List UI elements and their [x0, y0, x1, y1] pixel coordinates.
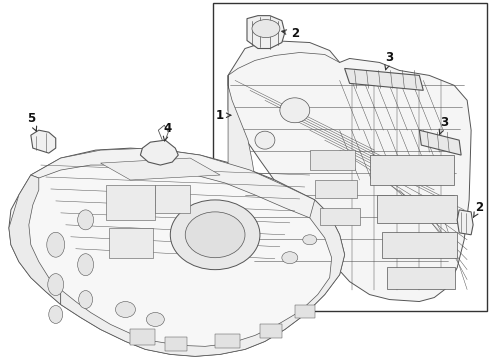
Text: 3: 3 [439, 116, 448, 134]
Polygon shape [31, 148, 335, 225]
Ellipse shape [282, 252, 298, 264]
Ellipse shape [49, 306, 63, 323]
Ellipse shape [280, 98, 310, 123]
Polygon shape [295, 305, 315, 319]
Text: 1: 1 [216, 109, 231, 122]
Ellipse shape [303, 235, 317, 245]
Polygon shape [100, 158, 220, 180]
Text: 5: 5 [26, 112, 37, 131]
Polygon shape [369, 155, 454, 185]
Polygon shape [31, 130, 56, 153]
Polygon shape [165, 337, 187, 351]
Ellipse shape [116, 302, 135, 318]
Polygon shape [228, 41, 471, 302]
Ellipse shape [48, 274, 64, 296]
Polygon shape [344, 68, 423, 90]
Polygon shape [260, 324, 282, 338]
Ellipse shape [252, 20, 280, 37]
Ellipse shape [77, 210, 94, 230]
Polygon shape [9, 148, 344, 356]
Polygon shape [155, 185, 190, 213]
Ellipse shape [147, 312, 164, 327]
Ellipse shape [77, 254, 94, 276]
Polygon shape [141, 140, 178, 165]
Ellipse shape [78, 291, 93, 309]
Polygon shape [105, 185, 155, 220]
Text: 2: 2 [473, 201, 483, 217]
Ellipse shape [255, 131, 275, 149]
Polygon shape [315, 180, 357, 198]
Text: 3: 3 [385, 51, 393, 70]
Text: 4: 4 [163, 122, 172, 141]
Ellipse shape [171, 200, 260, 270]
Polygon shape [247, 15, 285, 49]
Ellipse shape [185, 212, 245, 258]
Polygon shape [228, 75, 255, 185]
Polygon shape [457, 210, 473, 235]
Polygon shape [377, 195, 457, 223]
Polygon shape [130, 329, 155, 345]
Polygon shape [319, 208, 360, 225]
Polygon shape [310, 150, 355, 170]
Ellipse shape [47, 232, 65, 257]
Polygon shape [108, 228, 153, 258]
Polygon shape [419, 130, 461, 155]
Text: 2: 2 [282, 27, 299, 40]
Polygon shape [61, 200, 344, 356]
Polygon shape [388, 267, 455, 289]
Polygon shape [215, 334, 240, 348]
Bar [213, 3, 487, 311]
Polygon shape [383, 232, 457, 258]
Polygon shape [9, 175, 61, 305]
